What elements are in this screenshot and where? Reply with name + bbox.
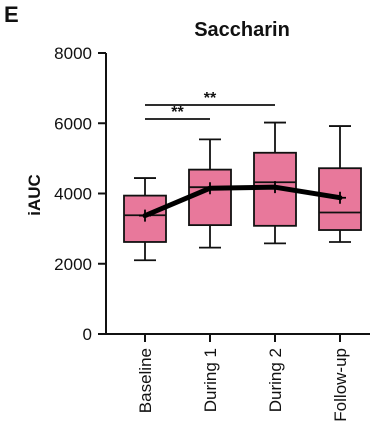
panel-letter: E — [4, 2, 19, 27]
y-tick-label-4: 8000 — [54, 44, 92, 63]
y-tick-label-0: 0 — [83, 325, 92, 344]
mean-marker-0 — [139, 209, 151, 222]
mean-marker-3 — [334, 191, 346, 204]
box-rect-1 — [188, 168, 232, 227]
x-tick-label-1: During 1 — [201, 348, 220, 412]
sig-label-1: ** — [204, 90, 217, 107]
boxes — [123, 121, 362, 262]
box-0 — [123, 177, 167, 262]
sig-label-0: ** — [171, 104, 184, 121]
mean-marker-2 — [269, 181, 281, 194]
significance-brackets: ** ** — [145, 90, 275, 121]
box-rect-3 — [318, 167, 362, 231]
box-1 — [188, 138, 232, 249]
x-tick-label-2: During 2 — [266, 348, 285, 412]
box-3 — [318, 125, 362, 243]
mean-marker-1 — [204, 182, 216, 195]
y-ticks: 0 2000 4000 6000 8000 — [54, 44, 106, 344]
x-ticks: Baseline During 1 During 2 Follow-up — [136, 334, 350, 422]
y-axis-label: iAUC — [25, 174, 44, 216]
y-tick-label-1: 2000 — [54, 255, 92, 274]
chart-title: Saccharin — [194, 19, 290, 41]
mean-line — [142, 184, 343, 219]
y-tick-label-3: 6000 — [54, 114, 92, 133]
x-tick-label-0: Baseline — [136, 348, 155, 413]
x-tick-label-3: Follow-up — [331, 348, 350, 422]
mean-line-group — [139, 181, 346, 222]
y-tick-label-2: 4000 — [54, 185, 92, 204]
